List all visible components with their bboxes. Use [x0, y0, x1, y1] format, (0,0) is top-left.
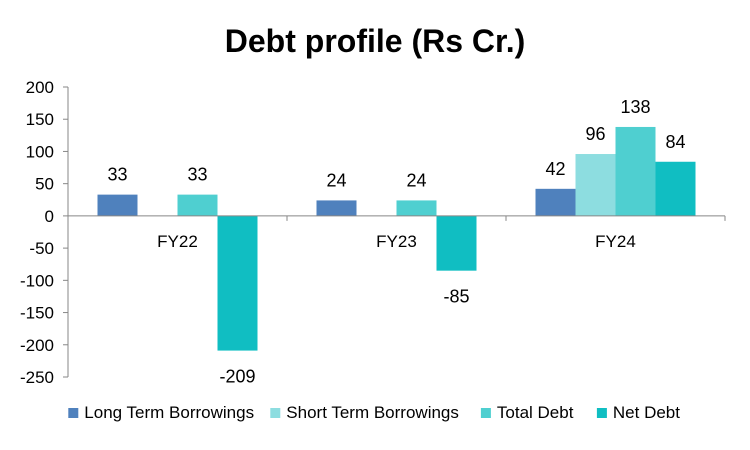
data-label: 24	[406, 170, 426, 190]
category-labels: FY22 FY23 FY24	[157, 232, 636, 251]
y-tick-label: -100	[20, 271, 54, 290]
legend-swatch	[68, 408, 79, 418]
legend-label: Long Term Borrowings	[84, 403, 254, 422]
y-tick-label: -200	[20, 336, 54, 355]
y-tick-label: -150	[20, 304, 54, 323]
x-axis	[67, 215, 726, 221]
x-category-label: FY22	[157, 232, 198, 251]
y-tick-label: 100	[26, 142, 54, 161]
bar-fy24-series-0	[535, 188, 576, 216]
y-tick-label: 150	[26, 110, 54, 129]
data-label: 33	[187, 165, 207, 185]
y-tick-label: 50	[35, 175, 54, 194]
data-label: 96	[585, 124, 605, 144]
bar-fy22-series-2	[177, 194, 218, 216]
chart-title: Debt profile (Rs Cr.)	[225, 23, 525, 59]
bar-fy23-series-0	[316, 200, 357, 216]
bar-fy24-series-1	[575, 154, 616, 216]
legend-swatch	[596, 408, 607, 418]
bar-fy22-series-0	[97, 194, 138, 216]
bar-fy23-series-3	[436, 215, 477, 271]
legend: Long Term Borrowings Short Term Borrowing…	[68, 403, 680, 422]
legend-label: Short Term Borrowings	[286, 403, 459, 422]
data-label: 24	[326, 170, 346, 190]
y-tick-label: 0	[45, 207, 54, 226]
legend-label: Net Debt	[613, 403, 680, 422]
x-category-label: FY24	[595, 232, 636, 251]
y-tick-label: -250	[20, 368, 54, 387]
y-axis: 200 150 100 50 0 -50 -100 -150 -200 -250	[20, 78, 69, 387]
legend-label: Total Debt	[497, 403, 574, 422]
data-label: 84	[665, 132, 685, 152]
data-label: -85	[443, 287, 469, 307]
y-tick-label: 200	[26, 78, 54, 97]
data-label: 42	[545, 159, 565, 179]
data-label: 138	[620, 97, 650, 117]
x-category-label: FY23	[376, 232, 417, 251]
bar-fy24-series-3	[655, 161, 696, 216]
bar-fy23-series-2	[396, 200, 437, 216]
data-labels: 33 33 -209 24 24 -85 42 96 138 84	[107, 97, 685, 387]
bars	[97, 126, 696, 351]
legend-swatch	[480, 408, 491, 418]
data-label: 33	[107, 165, 127, 185]
data-label: -209	[219, 367, 255, 387]
legend-swatch	[270, 408, 281, 418]
bar-fy24-series-2	[615, 126, 656, 216]
y-tick-label: -50	[29, 239, 54, 258]
bar-fy22-series-3	[217, 215, 258, 351]
